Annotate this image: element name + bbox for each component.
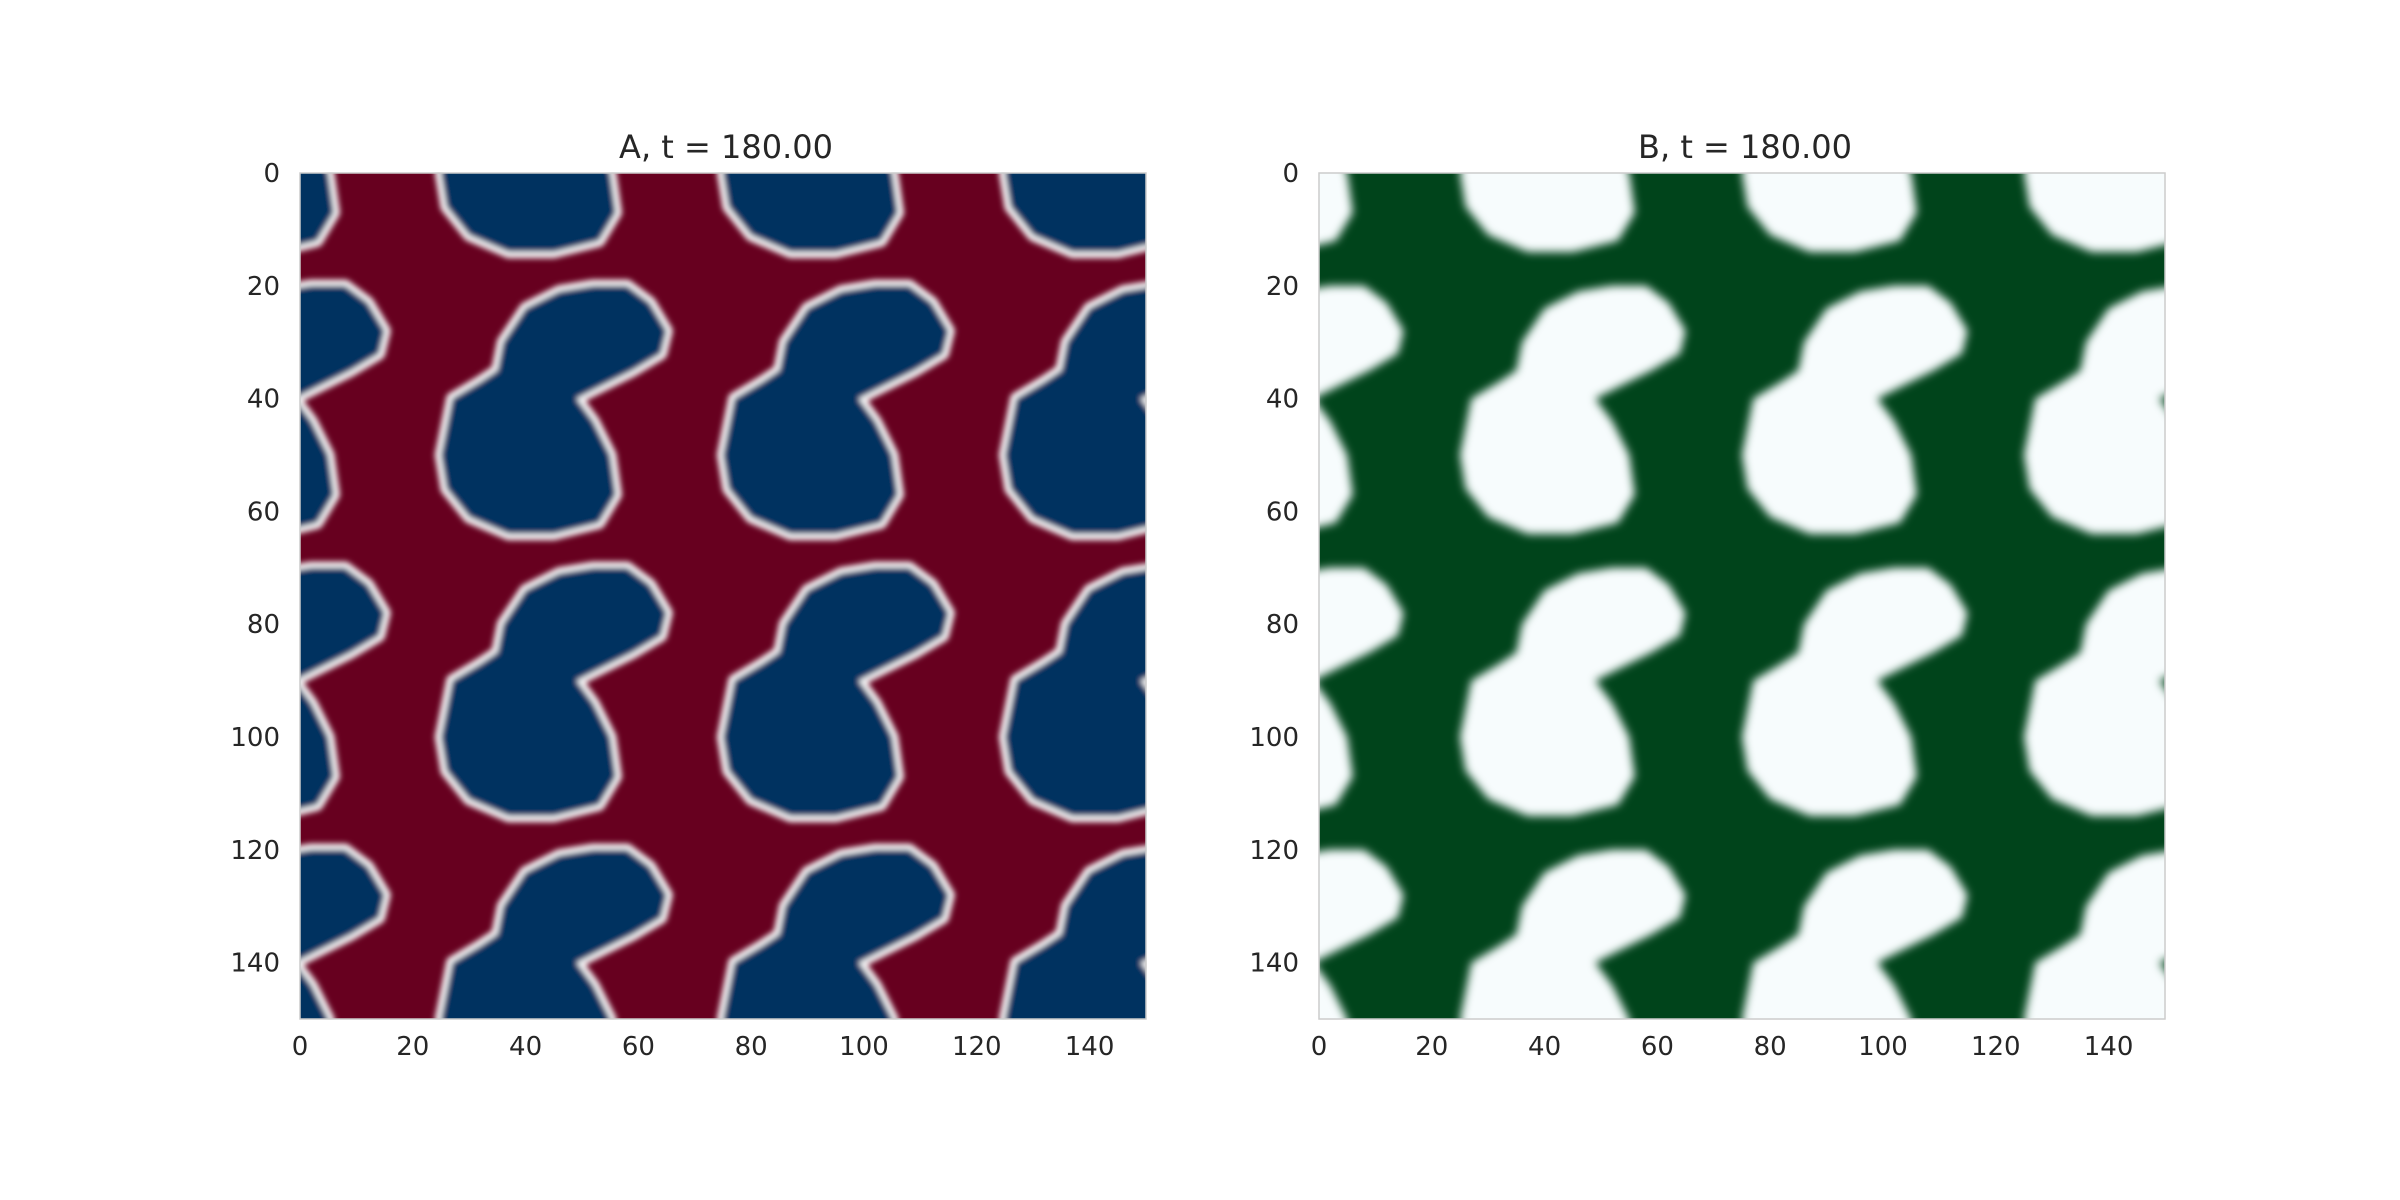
heatmap-spot	[300, 173, 334, 245]
heatmap-spot	[1460, 285, 1686, 534]
y-tick-label: 20	[1266, 272, 1299, 302]
y-tick-label: 100	[230, 723, 280, 753]
heatmap-panel-b: B, t = 180.00 0 20 40 60 80 100 120 140 0 20 40 60…	[1249, 128, 2166, 1062]
x-tick-label: 0	[292, 1032, 309, 1062]
heatmap-spot	[1460, 567, 1686, 816]
heatmap-spot	[1005, 287, 1146, 534]
y-tick-label: 60	[247, 497, 280, 527]
y-tick-label: 120	[1249, 836, 1299, 866]
heatmap-spot	[1319, 173, 1353, 245]
x-tick-label: 80	[1754, 1032, 1787, 1062]
heatmap-spot	[1742, 285, 1968, 534]
heatmap-spot	[300, 849, 385, 1019]
y-tick-label: 100	[1249, 723, 1299, 753]
heatmap-spot	[2024, 569, 2165, 816]
y-tick-label: 20	[247, 272, 280, 302]
heatmap-spot	[1319, 285, 1404, 527]
y-axis-a: 0 20 40 60 80 100 120 140	[230, 159, 280, 979]
x-axis-a: 0 20 40 60 80 100 120 140	[292, 1032, 1115, 1062]
x-tick-label: 140	[1065, 1032, 1115, 1062]
heatmap-background	[1319, 173, 2165, 1019]
heatmap-spot	[300, 567, 385, 809]
heatmap-spot	[723, 173, 898, 252]
heatmap-field-b	[1319, 173, 2165, 1019]
x-axis-b: 0 20 40 60 80 100 120 140	[1311, 1032, 2134, 1062]
y-tick-label: 120	[230, 836, 280, 866]
heatmap-spot-edge	[434, 843, 673, 1019]
y-tick-label: 80	[247, 610, 280, 640]
y-tick-label: 80	[1266, 610, 1299, 640]
heatmap-spot	[300, 285, 385, 527]
x-tick-label: 20	[1415, 1032, 1448, 1062]
plot-frame	[299, 172, 1147, 1020]
heatmap-spot	[723, 567, 949, 816]
y-tick-label: 60	[1266, 497, 1299, 527]
x-tick-label: 0	[1311, 1032, 1328, 1062]
y-axis-b: 0 20 40 60 80 100 120 140	[1249, 159, 1299, 979]
heatmap-spot	[1742, 173, 1917, 252]
heatmap-spot-edge	[300, 279, 391, 534]
x-tick-label: 120	[1971, 1032, 2021, 1062]
heatmap-spot	[441, 567, 667, 816]
heatmap-spot	[441, 285, 667, 534]
heatmap-spot	[1742, 849, 1968, 1019]
heatmap-spot	[1319, 567, 1404, 809]
heatmap-spot	[2024, 851, 2165, 1019]
chart-title-a: A, t = 180.00	[619, 128, 833, 166]
heatmap-spot	[1005, 173, 1146, 252]
x-tick-label: 80	[735, 1032, 768, 1062]
heatmap-blobs-b	[1319, 173, 2165, 1019]
x-tick-label: 60	[1641, 1032, 1674, 1062]
y-tick-label: 0	[263, 159, 280, 189]
y-tick-label: 40	[247, 385, 280, 415]
heatmap-blobs-a	[300, 173, 1146, 1019]
heatmap-spot	[1460, 173, 1635, 252]
heatmap-spot	[723, 285, 949, 534]
y-tick-label: 0	[1282, 159, 1299, 189]
heatmap-panel-a: A, t = 180.00 0 20 40 60 80 100 120 140 0 20 40 60…	[230, 128, 1147, 1062]
heatmap-spot-edge	[716, 843, 955, 1019]
heatmap-field-a	[300, 173, 1146, 1019]
heatmap-spot-edge	[998, 845, 1146, 1019]
heatmap-background	[300, 173, 1146, 1019]
plot-frame	[1318, 172, 2166, 1020]
x-tick-label: 100	[1858, 1032, 1908, 1062]
heatmap-spot	[441, 173, 616, 252]
x-tick-label: 120	[952, 1032, 1002, 1062]
heatmap-spot	[1319, 849, 1404, 1019]
heatmap-spot	[2024, 287, 2165, 534]
x-tick-label: 20	[396, 1032, 429, 1062]
chart-title-b: B, t = 180.00	[1638, 128, 1852, 166]
x-tick-label: 100	[839, 1032, 889, 1062]
heatmap-spot	[1005, 851, 1146, 1019]
y-tick-label: 140	[230, 949, 280, 979]
heatmap-spot	[2024, 173, 2165, 252]
plot-area-b	[1318, 172, 2166, 1020]
heatmap-spot	[1005, 569, 1146, 816]
x-tick-label: 40	[1528, 1032, 1561, 1062]
heatmap-spot	[1742, 567, 1968, 816]
x-tick-label: 140	[2084, 1032, 2134, 1062]
heatmap-spot	[723, 849, 949, 1019]
x-tick-label: 40	[509, 1032, 542, 1062]
heatmap-spot	[1460, 849, 1686, 1019]
y-tick-label: 40	[1266, 385, 1299, 415]
x-tick-label: 60	[622, 1032, 655, 1062]
plot-area-a	[299, 172, 1147, 1020]
heatmap-spot	[441, 849, 667, 1019]
y-tick-label: 140	[1249, 949, 1299, 979]
